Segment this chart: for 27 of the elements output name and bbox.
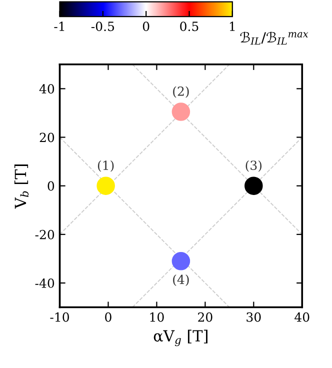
- y-axis-title: V$_{b}$ [T]: [14, 164, 29, 209]
- point: [172, 252, 190, 270]
- point: [96, 176, 115, 195]
- annotation: (1): [98, 160, 114, 172]
- x-tick-label: -10: [50, 312, 69, 322]
- y-tick-label: -20: [35, 230, 54, 240]
- annotation: (3): [246, 160, 262, 172]
- y-tick-label: 0: [48, 181, 54, 191]
- x-axis-title: αV$_{g}$ [T]: [154, 330, 208, 346]
- color-bar-label: 0.5: [180, 22, 198, 32]
- annotation: (4): [173, 274, 189, 286]
- color-bar-label: -0.5: [91, 22, 114, 32]
- color-bar-label: 0: [142, 22, 150, 32]
- x-tick-label: 40: [294, 312, 310, 322]
- color-bar-label: 1: [230, 22, 235, 31]
- point: [244, 176, 263, 195]
- y-tick-label: 40: [39, 84, 54, 94]
- y-tick-label: -40: [35, 278, 54, 288]
- annotation: (2): [173, 86, 189, 98]
- x-tick-label: 10: [150, 312, 164, 322]
- x-tick-label: 0: [105, 312, 112, 322]
- x-tick-label: 30: [246, 312, 261, 322]
- color-bar-title: ℬ$_{IL}$/ℬ$_{IL}$$^{max}$: [240, 32, 308, 45]
- point: [172, 102, 190, 121]
- y-tick-label: 20: [40, 132, 54, 142]
- color-bar-label: -1: [54, 22, 64, 31]
- x-tick-label: 20: [198, 312, 212, 322]
